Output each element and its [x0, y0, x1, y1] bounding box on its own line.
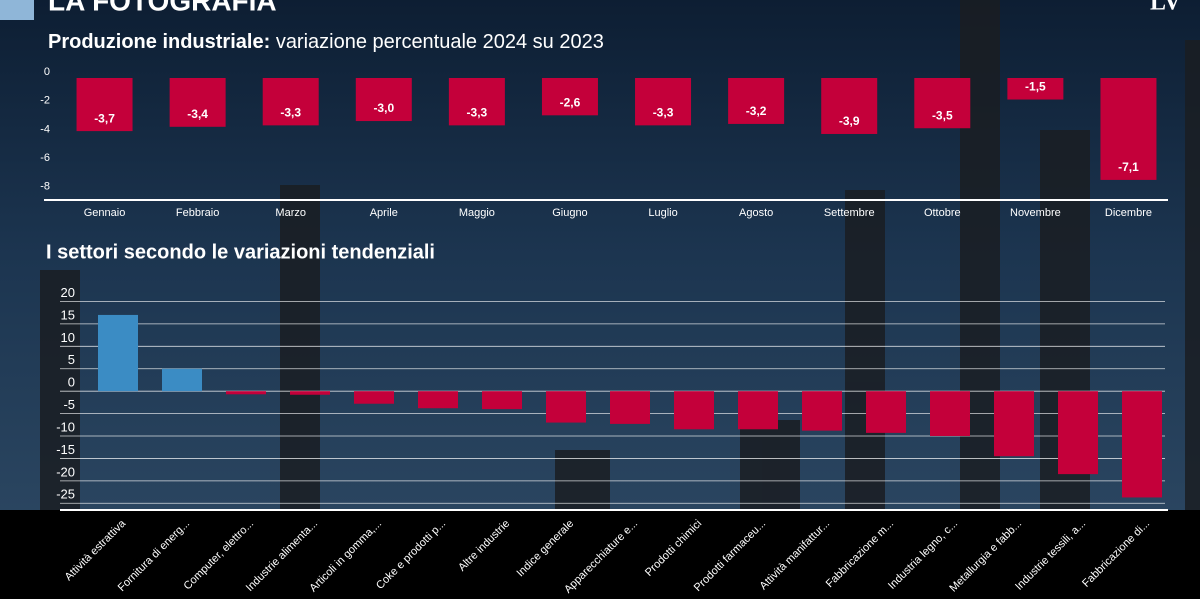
x-tick-label: Novembre — [1010, 207, 1061, 219]
value-label: -7,1 — [1118, 160, 1139, 174]
bar — [354, 391, 394, 404]
y-tick-label: -15 — [56, 442, 75, 457]
bar — [1122, 391, 1162, 498]
y-tick-label: -25 — [56, 487, 75, 502]
x-tick-label: Gennaio — [84, 207, 126, 219]
y-tick-label: 15 — [61, 307, 75, 322]
value-label: -2,6 — [560, 95, 581, 109]
bar — [635, 78, 692, 126]
value-label: -3,4 — [187, 107, 208, 121]
bar — [482, 391, 522, 410]
footer-band — [0, 510, 1200, 599]
x-tick-label: Ottobre — [924, 207, 961, 219]
bar — [738, 391, 778, 430]
bar — [1058, 391, 1098, 475]
bar — [914, 78, 971, 129]
bar — [728, 78, 785, 124]
x-tick-label: Settembre — [824, 207, 875, 219]
value-label: -3,3 — [467, 106, 488, 120]
bar — [930, 391, 970, 437]
value-label: -3,0 — [373, 101, 394, 115]
bar — [1007, 78, 1064, 100]
bar — [1100, 78, 1157, 180]
value-label: -3,9 — [839, 114, 860, 128]
bar — [355, 78, 412, 122]
x-tick-label: Maggio — [459, 207, 495, 219]
bar — [76, 78, 133, 132]
header-title: LA FOTOGRAFIA — [48, 0, 277, 16]
x-tick-label: Agosto — [739, 207, 773, 219]
bar — [418, 391, 458, 409]
value-label: -3,5 — [932, 108, 953, 122]
bar — [821, 78, 878, 134]
bar — [674, 391, 714, 430]
bar — [546, 391, 586, 423]
value-label: -3,7 — [94, 111, 115, 125]
y-tick-label: 0 — [44, 66, 50, 78]
y-tick-label: -2 — [40, 95, 50, 107]
y-tick-label: 10 — [61, 330, 75, 345]
y-tick-label: -6 — [40, 152, 50, 164]
value-label: -3,3 — [653, 106, 674, 120]
y-tick-label: -5 — [63, 397, 75, 412]
x-tick-label: Dicembre — [1105, 207, 1152, 219]
bar — [262, 78, 319, 126]
bar — [448, 78, 505, 126]
chart-title: I settori secondo le variazioni tendenzi… — [46, 241, 435, 263]
header-marker — [0, 0, 34, 20]
y-tick-label: 0 — [68, 375, 75, 390]
x-tick-label: Luglio — [648, 207, 677, 219]
y-tick-label: -4 — [40, 123, 50, 135]
y-tick-label: 5 — [68, 352, 75, 367]
y-tick-label: -10 — [56, 419, 75, 434]
value-label: -3,3 — [280, 106, 301, 120]
bar — [162, 368, 202, 392]
y-tick-label: 20 — [61, 285, 75, 300]
bar — [98, 314, 138, 392]
subtitle: variazione percentuale 2024 su 2023 — [276, 31, 604, 53]
bar — [866, 391, 906, 433]
logo: LV — [1150, 0, 1182, 16]
bar — [226, 391, 266, 395]
value-label: -1,5 — [1025, 80, 1046, 94]
x-tick-label: Giugno — [552, 207, 587, 219]
chart-title: Produzione industriale: variazione perce… — [48, 31, 604, 53]
bar — [290, 391, 330, 395]
bar — [610, 391, 650, 424]
y-tick-label: -8 — [40, 181, 50, 193]
title: Produzione industriale: — [48, 31, 270, 53]
x-tick-label: Aprile — [370, 207, 398, 219]
value-label: -3,2 — [746, 104, 767, 118]
bar — [541, 78, 598, 116]
x-tick-label: Febbraio — [176, 207, 219, 219]
x-tick-label: Marzo — [275, 207, 306, 219]
bar — [169, 78, 226, 127]
bar — [994, 391, 1034, 457]
bar — [802, 391, 842, 431]
y-tick-label: -20 — [56, 464, 75, 479]
